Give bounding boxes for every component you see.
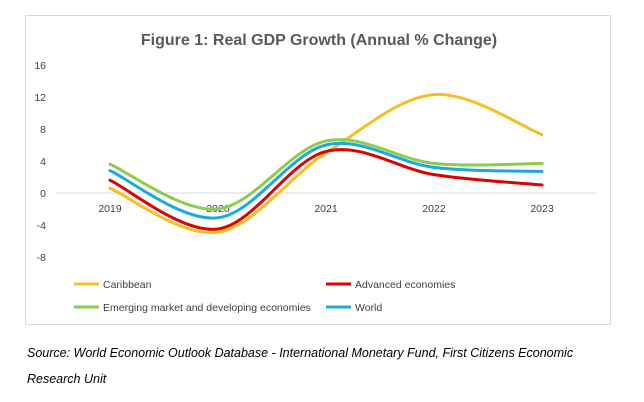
legend: Caribbean Advanced economies Emerging mark… xyxy=(74,279,455,314)
y-tick-label: 8 xyxy=(40,124,46,136)
y-tick-label: -8 xyxy=(37,252,46,264)
y-axis-ticks: 16 12 8 4 0 -4 -8 xyxy=(34,60,46,264)
series-line-0 xyxy=(108,93,544,235)
source-note-line-2: Research Unit xyxy=(27,372,107,386)
legend-label: World xyxy=(355,302,382,314)
legend-label: Advanced economies xyxy=(355,279,455,291)
series-line-2 xyxy=(108,138,544,211)
series-lines xyxy=(108,93,544,235)
x-tick-label: 2019 xyxy=(98,203,122,215)
x-tick-label: 2021 xyxy=(314,203,338,215)
source-note-line-1: Source: World Economic Outlook Database … xyxy=(27,346,574,360)
line-chart: Figure 1: Real GDP Growth (Annual % Chan… xyxy=(34,32,596,314)
y-tick-label: 4 xyxy=(40,156,46,168)
chart-title: Figure 1: Real GDP Growth (Annual % Chan… xyxy=(141,32,497,49)
chart-frame: Figure 1: Real GDP Growth (Annual % Chan… xyxy=(25,15,611,325)
series-line-1 xyxy=(108,148,544,231)
legend-label: Caribbean xyxy=(103,279,152,291)
y-tick-label: -4 xyxy=(37,220,46,232)
y-tick-label: 12 xyxy=(34,92,46,104)
x-axis-ticks: 2019 2020 2021 2022 2023 xyxy=(98,203,554,215)
y-tick-label: 16 xyxy=(34,60,46,72)
x-tick-label: 2022 xyxy=(422,203,446,215)
legend-label: Emerging market and developing economies xyxy=(103,302,311,314)
y-tick-label: 0 xyxy=(40,188,46,200)
series-line-3 xyxy=(108,142,544,220)
x-tick-label: 2023 xyxy=(530,203,554,215)
